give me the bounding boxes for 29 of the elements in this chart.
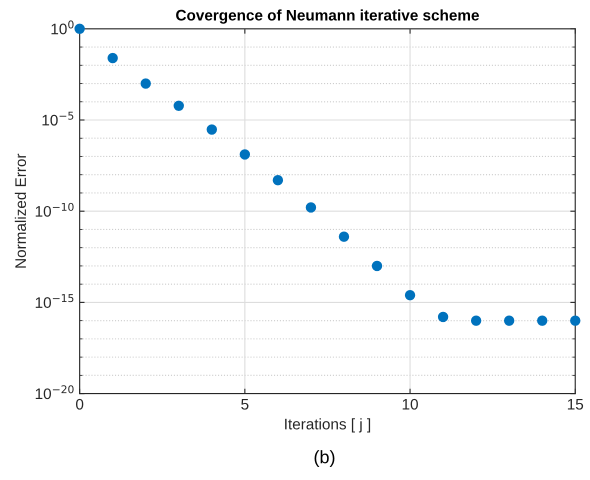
point [372, 260, 382, 272]
text: (b) [314, 450, 334, 467]
point [74, 24, 85, 34]
x-tick-label: 10 [402, 398, 418, 410]
y-axis-title: Normalized Error [14, 154, 26, 268]
point [272, 175, 284, 186]
x-tick-label: 5 [241, 399, 248, 410]
y-tick-label: 10$^{−15}$ [36, 294, 74, 308]
point [174, 100, 184, 111]
chart-title: Covergence of Neumann iterative scheme [176, 9, 479, 24]
x-tick-label: 0 [76, 398, 84, 410]
x-tick-label: 15 [568, 399, 584, 410]
y-tick-label: 10$^{−10}$ [36, 202, 74, 217]
point [107, 52, 118, 64]
point [570, 315, 580, 326]
point [438, 312, 448, 322]
point [140, 78, 151, 89]
point [306, 202, 316, 213]
point [240, 149, 250, 160]
point [537, 315, 548, 326]
point [470, 315, 482, 326]
y-tick-label: 10$^{−5}$ [42, 112, 74, 126]
point [206, 124, 218, 135]
point [338, 232, 350, 242]
y-tick-label: 10$^{−20}$ [36, 385, 74, 400]
point [404, 290, 416, 300]
x-axis-title: Iterations [ j ] [285, 418, 370, 432]
point [504, 315, 514, 326]
y-tick-label: 10$^{0}$ [52, 20, 74, 34]
